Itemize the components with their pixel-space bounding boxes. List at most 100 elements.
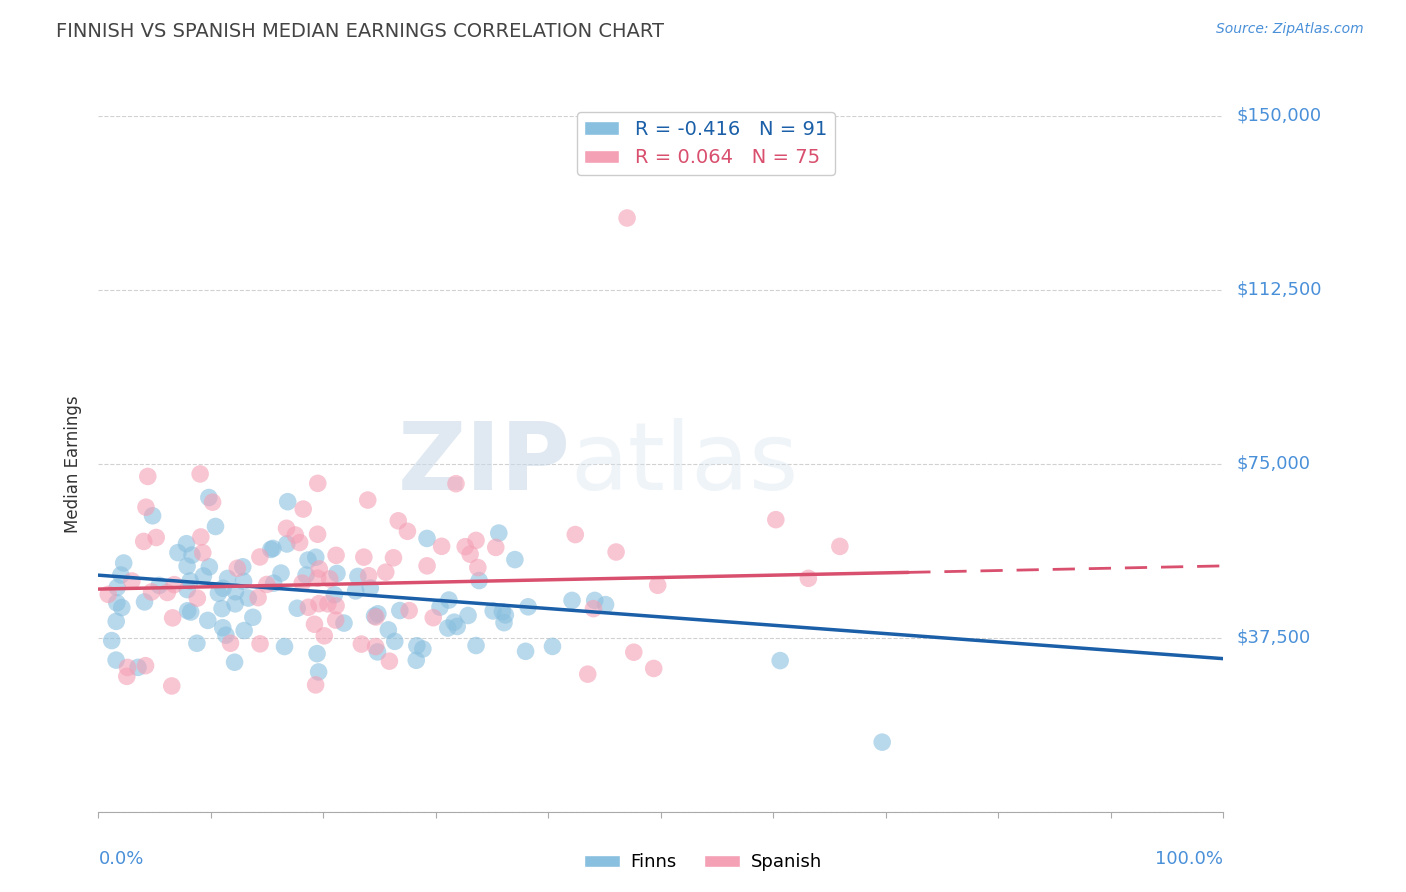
Point [384,634,406,648]
Point [503,552,526,566]
Point [217,571,239,585]
Point [494,607,516,622]
Point [388,603,411,617]
Point [242,610,264,624]
Point [198,559,221,574]
Point [190,530,212,544]
Point [314,629,336,643]
Point [378,654,401,668]
Point [292,502,315,516]
Point [105,581,128,595]
Point [273,640,295,654]
Point [307,527,329,541]
Text: Source: ZipAtlas.com: Source: ZipAtlas.com [1216,22,1364,37]
Point [467,560,489,574]
Point [176,537,198,551]
Point [344,583,367,598]
Point [492,615,515,630]
Point [444,476,467,491]
Point [308,597,330,611]
Text: $150,000: $150,000 [1237,107,1322,125]
Point [141,585,163,599]
Point [468,574,491,588]
Point [405,639,427,653]
Point [326,566,349,581]
Point [186,636,208,650]
Point [491,605,513,619]
Point [263,576,285,591]
Point [443,615,465,630]
Point [561,593,583,607]
Point [197,614,219,628]
Text: 100.0%: 100.0% [1156,850,1223,868]
Point [364,610,387,624]
Point [353,550,375,565]
Legend: R = -0.416   N = 91, R = 0.064   N = 75: R = -0.416 N = 91, R = 0.064 N = 75 [576,112,835,175]
Point [285,601,308,615]
Point [398,604,420,618]
Point [350,637,373,651]
Point [325,599,347,613]
Point [374,565,396,579]
Point [377,623,399,637]
Point [249,549,271,564]
Point [297,553,319,567]
Point [616,211,638,225]
Point [405,653,427,667]
Point [304,678,326,692]
Point [198,491,221,505]
Point [382,550,405,565]
Point [828,540,851,554]
Point [117,660,139,674]
Point [643,661,665,675]
Text: FINNISH VS SPANISH MEDIAN EARNINGS CORRELATION CHART: FINNISH VS SPANISH MEDIAN EARNINGS CORRE… [56,22,664,41]
Point [181,548,204,562]
Text: $112,500: $112,500 [1237,281,1322,299]
Point [176,559,198,574]
Point [291,576,314,591]
Point [211,621,233,635]
Point [359,581,381,595]
Point [367,645,389,659]
Point [111,600,134,615]
Point [167,546,190,560]
Point [416,532,439,546]
Point [605,545,627,559]
Y-axis label: Median Earnings: Median Earnings [65,395,83,533]
Text: 0.0%: 0.0% [98,850,143,868]
Point [211,601,233,615]
Point [308,665,330,679]
Point [134,595,156,609]
Point [541,640,564,654]
Point [458,547,481,561]
Point [262,541,284,556]
Point [576,667,599,681]
Point [226,561,249,575]
Point [297,600,319,615]
Point [485,541,508,555]
Text: atlas: atlas [571,417,799,510]
Point [429,600,451,615]
Point [193,569,215,583]
Point [295,568,318,582]
Point [307,476,329,491]
Point [224,655,246,669]
Point [100,633,122,648]
Point [517,599,540,614]
Point [769,654,792,668]
Point [247,591,270,605]
Legend: Finns, Spanish: Finns, Spanish [576,847,830,879]
Point [446,619,468,633]
Point [191,546,214,560]
Point [454,540,477,554]
Point [156,585,179,599]
Point [276,537,298,551]
Text: $75,000: $75,000 [1237,455,1310,473]
Point [232,574,254,589]
Point [112,556,135,570]
Point [564,527,586,541]
Point [105,653,128,667]
Point [304,617,326,632]
Point [416,558,439,573]
Point [284,528,307,542]
